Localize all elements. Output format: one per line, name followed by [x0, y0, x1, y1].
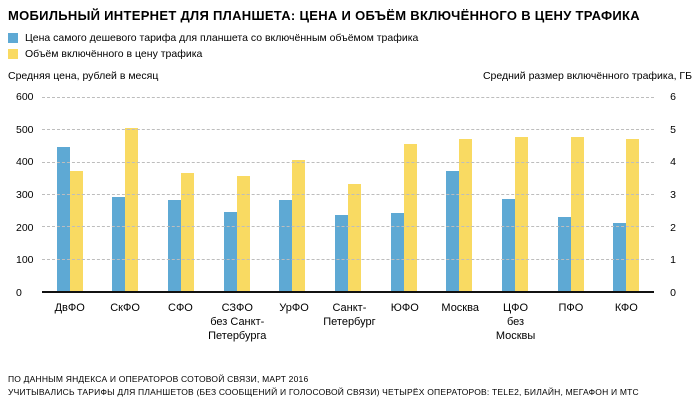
bar-group — [265, 97, 321, 291]
bar-group — [153, 97, 209, 291]
gridline — [42, 161, 654, 163]
volume-swatch — [8, 49, 18, 59]
bar-group — [487, 97, 543, 291]
price-bar — [112, 197, 126, 291]
gridline — [42, 97, 654, 98]
left-axis-tick: 200 — [16, 221, 34, 234]
volume-bar — [69, 171, 83, 291]
price-bar — [557, 216, 571, 291]
x-axis-label: ЦФО без Москвы — [495, 302, 536, 342]
volume-bar — [459, 139, 473, 291]
right-axis-tick: 5 — [670, 123, 676, 136]
left-axis-tick: 100 — [16, 254, 34, 267]
price-bar — [279, 200, 293, 291]
volume-bar — [626, 139, 640, 291]
x-axis-label: СФО — [168, 302, 193, 314]
bars — [42, 97, 654, 291]
price-bar — [390, 213, 404, 291]
right-axis-tick: 4 — [670, 156, 676, 169]
price-bar — [335, 215, 349, 291]
gridline — [42, 129, 654, 131]
left-axis-tick: 400 — [16, 156, 34, 169]
bar-group — [209, 97, 265, 291]
volume-bar — [181, 172, 195, 291]
price-bar — [56, 147, 70, 291]
right-axis-tick: 0 — [670, 287, 676, 299]
bar-group — [376, 97, 432, 291]
x-axis-label: Санкт- Петербург — [323, 302, 376, 328]
x-axis-label: СкФО — [110, 302, 140, 314]
plot-area — [42, 97, 654, 293]
legend: Цена самого дешевого тарифа для планшета… — [8, 32, 692, 60]
chart: 0 100 200 300 400 500 600 0 1 2 3 4 5 6 — [8, 92, 692, 299]
left-axis-tick: 300 — [16, 189, 34, 201]
legend-volume-label: Объём включённого в цену трафика — [25, 48, 203, 60]
volume-bar — [570, 137, 584, 291]
bar-group — [543, 97, 599, 291]
bar-group — [598, 97, 654, 291]
volume-bar — [236, 176, 250, 291]
right-axis-tick: 1 — [670, 254, 676, 267]
gridline — [42, 258, 654, 260]
x-axis-label: ДвФО — [54, 302, 85, 314]
x-axis-label: СЗФО без Санкт- Петербурга — [208, 302, 267, 342]
legend-item-price: Цена самого дешевого тарифа для планшета… — [8, 32, 692, 44]
price-bar — [223, 211, 237, 291]
x-axis-label: ЮФО — [390, 302, 419, 314]
price-swatch — [8, 33, 18, 43]
bar-group — [431, 97, 487, 291]
x-axis-label: ПФО — [558, 302, 584, 314]
gridline — [42, 194, 654, 195]
left-axis-title: Средняя цена, рублей в месяц — [8, 70, 159, 82]
volume-bar — [348, 184, 362, 291]
bar-group — [98, 97, 154, 291]
volume-bar — [514, 137, 528, 291]
legend-item-volume: Объём включённого в цену трафика — [8, 48, 692, 60]
left-axis-tick: 500 — [16, 123, 34, 136]
left-axis-tick: 600 — [16, 91, 34, 103]
legend-price-label: Цена самого дешевого тарифа для планшета… — [25, 32, 419, 44]
volume-bar — [125, 127, 139, 291]
price-bar — [501, 198, 515, 291]
price-bar — [446, 171, 460, 291]
footnote-source: ПО ДАННЫМ ЯНДЕКСА И ОПЕРАТОРОВ СОТОВОЙ С… — [8, 373, 309, 384]
right-axis-tick: 6 — [670, 91, 676, 103]
left-axis-tick: 0 — [16, 287, 22, 299]
footnote-method: УЧИТЫВАЛИСЬ ТАРИФЫ ДЛЯ ПЛАНШЕТОВ (БЕЗ СО… — [8, 387, 639, 398]
gridline — [42, 226, 654, 228]
bar-group — [320, 97, 376, 291]
bar-group — [42, 97, 98, 291]
volume-bar — [292, 160, 306, 291]
right-axis-title: Средний размер включённого трафика, ГБ — [482, 70, 692, 82]
right-axis-tick: 3 — [670, 189, 676, 201]
x-axis-label: КФО — [614, 302, 638, 314]
right-axis-tick: 2 — [670, 221, 676, 234]
page-title: МОБИЛЬНЫЙ ИНТЕРНЕТ ДЛЯ ПЛАНШЕТА: ЦЕНА И … — [8, 8, 640, 23]
footnotes: ПО ДАННЫМ ЯНДЕКСА И ОПЕРАТОРОВ СОТОВОЙ С… — [8, 373, 639, 400]
axis-titles: Средняя цена, рублей в месяц Средний раз… — [8, 70, 692, 82]
price-bar — [168, 200, 182, 291]
x-axis-labels: ДвФО СкФО СФО СЗФО без Санкт- Петербурга УрФ… — [42, 302, 654, 343]
x-axis-label: Москва — [441, 302, 479, 314]
volume-bar — [403, 143, 417, 291]
x-axis-label: УрФО — [279, 302, 309, 314]
price-bar — [613, 223, 627, 291]
